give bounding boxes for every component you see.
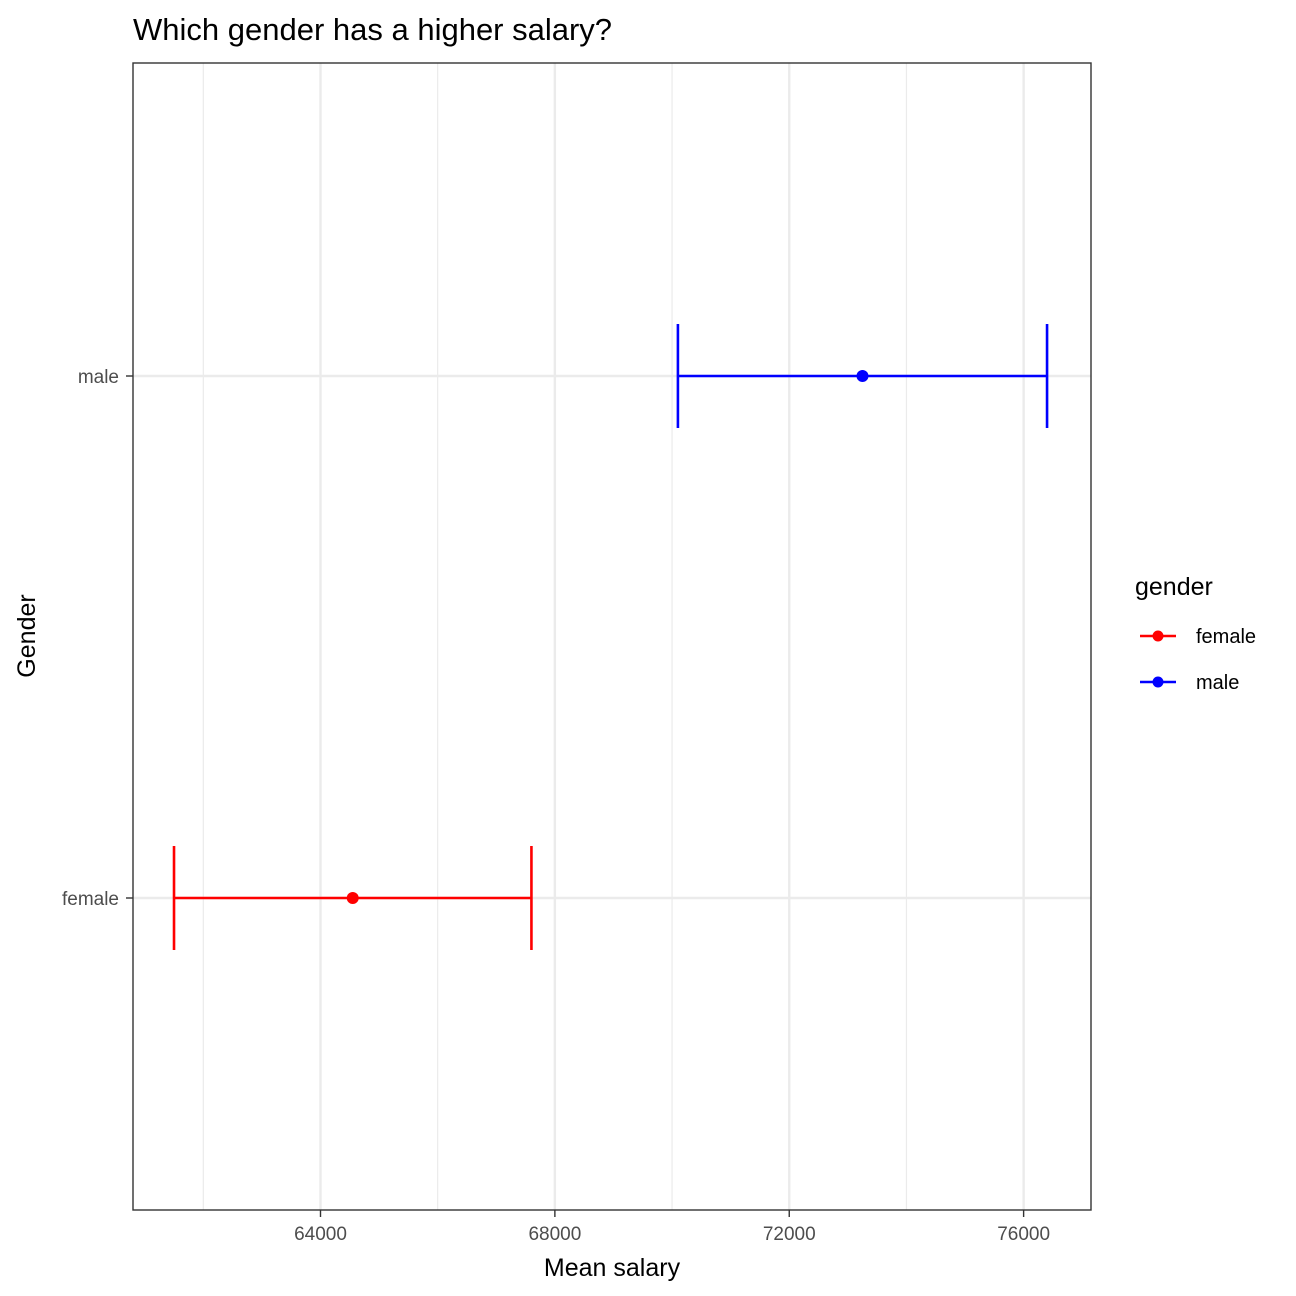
errorbar-female xyxy=(172,846,533,950)
y-tick-label-female: female xyxy=(62,889,119,910)
data-marks xyxy=(172,324,1049,950)
chart-title: Which gender has a higher salary? xyxy=(133,12,612,47)
x-tick-label: 64000 xyxy=(294,1224,347,1245)
legend-entry-female: female xyxy=(1140,626,1256,648)
y-axis-title: Gender xyxy=(13,594,41,677)
axes: 64000 68000 72000 76000 female male xyxy=(62,367,1050,1245)
mean-point-female xyxy=(346,892,359,904)
panel-background xyxy=(133,63,1091,1210)
y-tick-label-male: male xyxy=(78,367,119,388)
errorbar-male xyxy=(676,324,1049,428)
legend-label-female: female xyxy=(1196,626,1256,648)
legend-label-male: male xyxy=(1196,672,1239,694)
x-tick-label: 68000 xyxy=(528,1224,581,1245)
legend-key-point xyxy=(1152,630,1164,642)
legend-title: gender xyxy=(1135,573,1213,601)
mean-point-male xyxy=(856,370,869,382)
legend: gender female male xyxy=(1135,573,1256,694)
legend-entry-male: male xyxy=(1140,672,1239,694)
panel-border xyxy=(132,62,1092,1211)
x-axis-title: Mean salary xyxy=(544,1254,681,1282)
legend-key-point xyxy=(1152,676,1164,688)
x-tick-label: 72000 xyxy=(763,1224,816,1245)
x-tick-label: 76000 xyxy=(997,1224,1050,1245)
